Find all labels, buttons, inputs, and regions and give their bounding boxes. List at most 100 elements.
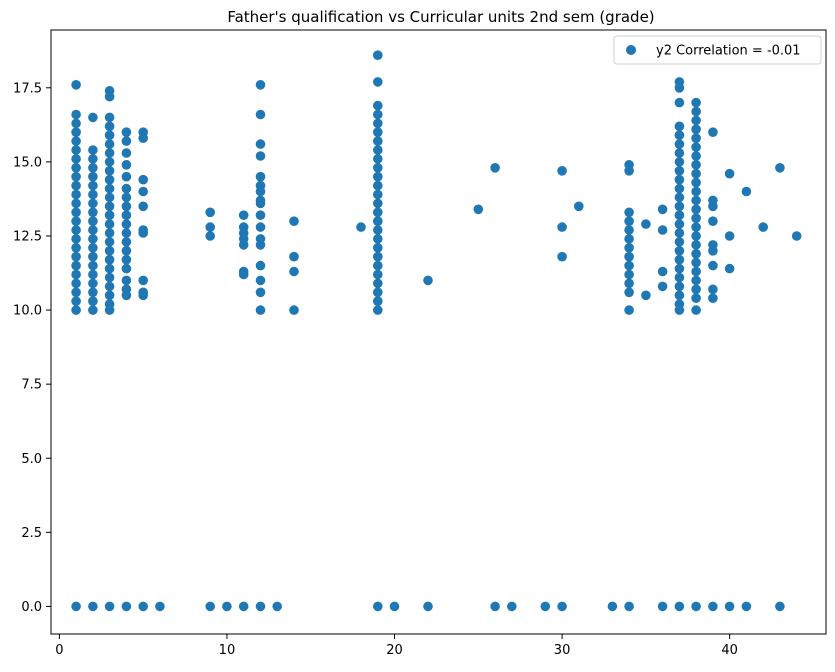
scatter-point	[121, 263, 132, 274]
scatter-point	[657, 281, 668, 292]
scatter-point	[71, 118, 81, 129]
x-axis: 0 10 20 30 40	[55, 634, 738, 658]
scatter-point	[238, 601, 249, 612]
scatter-point	[88, 305, 98, 315]
scatter-point	[540, 601, 551, 612]
legend-marker	[626, 45, 636, 55]
scatter-point	[657, 266, 668, 277]
scatter-point	[624, 166, 634, 176]
scatter-point	[104, 272, 115, 283]
scatter-point	[691, 106, 701, 117]
scatter-point	[255, 275, 266, 286]
scatter-point	[71, 198, 81, 209]
scatter-point	[255, 151, 266, 161]
scatter-point	[674, 210, 685, 220]
scatter-point	[691, 284, 701, 295]
scatter-point	[473, 204, 484, 215]
scatter-point	[674, 272, 685, 283]
y-tick-label: 5.0	[21, 452, 42, 467]
scatter-point	[741, 601, 752, 612]
scatter-point	[71, 207, 81, 218]
scatter-point	[691, 266, 701, 277]
scatter-point	[289, 266, 299, 277]
scatter-point	[71, 171, 81, 182]
scatter-point	[71, 269, 81, 280]
scatter-point	[691, 168, 701, 179]
scatter-point	[88, 145, 98, 155]
scatter-point	[289, 251, 299, 262]
scatter-point	[674, 237, 685, 247]
scatter-point	[791, 231, 802, 241]
scatter-point	[691, 213, 701, 223]
scatter-point	[373, 269, 383, 280]
scatter-point	[104, 219, 115, 229]
legend: y2 Correlation = -0.01	[613, 35, 822, 65]
scatter-point	[255, 240, 266, 250]
scatter-point	[674, 121, 685, 132]
scatter-point	[255, 601, 266, 612]
scatter-point	[121, 246, 132, 256]
scatter-point	[708, 260, 718, 271]
scatter-point	[708, 293, 718, 304]
scatter-point	[389, 601, 400, 612]
scatter-point	[121, 275, 132, 286]
scatter-point	[373, 278, 383, 289]
scatter-point	[121, 192, 132, 203]
scatter-point	[104, 601, 115, 612]
scatter-point	[88, 260, 98, 271]
scatter-point	[373, 109, 383, 120]
scatter-point	[674, 192, 685, 203]
scatter-point	[121, 601, 132, 612]
scatter-point	[641, 290, 651, 301]
scatter-point	[624, 207, 634, 218]
scatter-point	[71, 243, 81, 253]
scatter-point	[238, 269, 249, 280]
scatter-point	[121, 171, 132, 182]
scatter-point	[641, 219, 651, 229]
scatter-point	[674, 130, 685, 140]
scatter-point	[691, 231, 701, 241]
scatter-point	[373, 296, 383, 307]
scatter-point	[138, 290, 148, 301]
scatter-point	[607, 601, 618, 612]
scatter-point	[657, 601, 668, 612]
scatter-point	[71, 163, 81, 173]
scatter-point	[104, 246, 115, 256]
scatter-point	[71, 278, 81, 289]
scatter-point	[255, 198, 266, 209]
scatter-point	[775, 163, 785, 173]
scatter-point	[88, 269, 98, 280]
scatter-point	[104, 148, 115, 158]
scatter-point	[373, 118, 383, 129]
scatter-point	[71, 260, 81, 271]
points-layer	[71, 50, 802, 612]
scatter-point	[255, 305, 266, 315]
scatter-point	[691, 601, 701, 612]
scatter-point	[373, 198, 383, 209]
scatter-point	[373, 216, 383, 226]
scatter-point	[708, 601, 718, 612]
scatter-point	[674, 139, 685, 149]
scatter-point	[373, 154, 383, 164]
plot-frame	[50, 29, 827, 635]
scatter-point	[373, 77, 383, 87]
scatter-point	[691, 160, 701, 170]
scatter-point	[373, 50, 383, 60]
scatter-point	[373, 260, 383, 271]
scatter-point	[624, 216, 634, 226]
scatter-point	[624, 287, 634, 298]
scatter-point	[507, 601, 517, 612]
scatter-point	[71, 225, 81, 235]
scatter-point	[205, 222, 215, 232]
scatter-point	[71, 234, 81, 244]
scatter-point	[104, 201, 115, 212]
scatter-point	[71, 127, 81, 137]
scatter-point	[88, 225, 98, 235]
scatter-point	[574, 201, 584, 212]
scatter-point	[691, 195, 701, 206]
scatter-point	[88, 296, 98, 307]
scatter-point	[691, 204, 701, 215]
scatter-point	[674, 148, 685, 158]
